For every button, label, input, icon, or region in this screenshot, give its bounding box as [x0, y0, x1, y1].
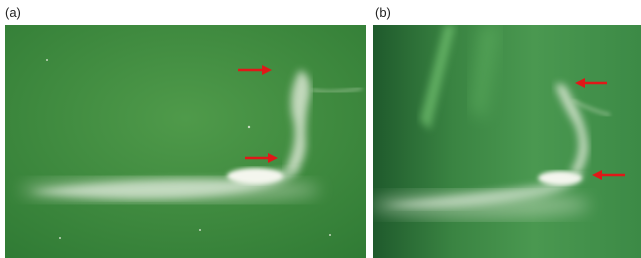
panel-label: (a): [5, 5, 21, 20]
figure: (a) (b): [0, 0, 641, 258]
photo-b: [370, 25, 641, 258]
panel-label: (b): [375, 5, 391, 20]
photo-a: [5, 25, 366, 258]
page: (a) (b) (() => { const data = JSON.parse…: [0, 0, 641, 258]
